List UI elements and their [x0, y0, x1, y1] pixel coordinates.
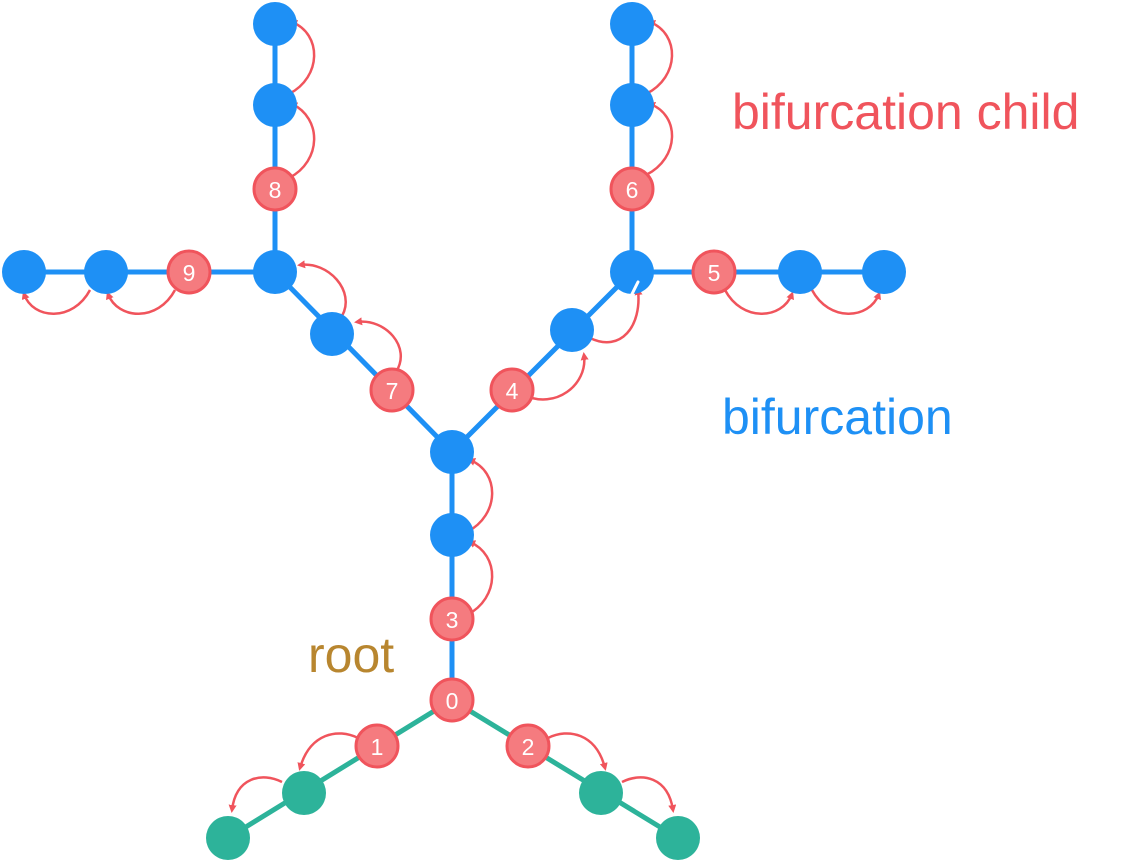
arrow-trunk-2 [466, 458, 494, 534]
node-right-horiz-mid [778, 250, 822, 294]
arrow-right-diag-2 [589, 287, 643, 344]
node-7-circle [369, 367, 415, 413]
arrow-lower-left-1 [297, 732, 359, 771]
node-6-label: 6 [626, 177, 639, 203]
bifurcation-label: bifurcation [722, 389, 953, 445]
node-1: 1 [354, 723, 400, 769]
edge-root-to-left-child [225, 697, 455, 841]
edge-root-to-right-child [449, 697, 681, 841]
node-6-circle [609, 166, 655, 212]
node-3-circle [429, 596, 475, 642]
node-lower-left-mid [282, 771, 326, 815]
node-0-label: 0 [446, 688, 459, 714]
arrow-right-horiz-2 [810, 289, 881, 315]
node-1-circle [354, 723, 400, 769]
arrow-lower-left-2 [228, 776, 283, 813]
node-2-circle [505, 723, 551, 769]
arrow-lower-right-1 [547, 732, 608, 771]
arrow-right-vert-1 [645, 101, 674, 177]
node-right-horiz-end [862, 250, 906, 294]
node-9: 9 [166, 249, 212, 295]
node-0: 0 [429, 677, 475, 723]
plain-nodes [2, 2, 906, 860]
node-trunk-mid [430, 513, 474, 557]
traversal-arrows [21, 20, 881, 813]
arrow-left-vert-1 [288, 102, 316, 180]
node-right-junction [610, 250, 654, 294]
arrow-left-horiz-1 [106, 289, 177, 315]
arrow-right-horiz-1 [723, 289, 794, 315]
node-4-circle [489, 367, 535, 413]
node-right-vert-mid [610, 83, 654, 127]
node-2: 2 [505, 723, 551, 769]
node-right-vert-top [610, 2, 654, 46]
node-7: 7 [369, 367, 415, 413]
node-5: 5 [691, 249, 737, 295]
node-8-label: 8 [269, 177, 282, 203]
node-6: 6 [609, 166, 655, 212]
node-3-label: 3 [446, 607, 459, 633]
node-1-label: 1 [371, 734, 384, 760]
node-3: 3 [429, 596, 475, 642]
tick-right-junction [628, 280, 640, 300]
arrow-right-vert-2 [645, 20, 674, 96]
node-left-diag-mid [310, 312, 354, 356]
tick-node-5 [714, 236, 720, 248]
arrow-left-diag-1 [354, 317, 403, 373]
node-left-horiz-end [2, 250, 46, 294]
node-5-circle [691, 249, 737, 295]
edges [21, 21, 887, 841]
node-bifurcation [430, 430, 474, 474]
arrow-lower-right-2 [621, 776, 677, 813]
edge-left-branch [272, 269, 455, 455]
node-left-vert-top [253, 2, 297, 46]
node-9-label: 9 [183, 260, 196, 286]
node-2-label: 2 [522, 734, 535, 760]
arrow-left-vert-2 [288, 20, 316, 96]
node-7-label: 7 [386, 378, 399, 404]
numbered-nodes: 0 1 2 3 4 5 6 7 [166, 166, 737, 769]
node-lower-right-mid [579, 771, 623, 815]
arrow-right-diag-1 [523, 352, 589, 401]
node-4: 4 [489, 367, 535, 413]
root-label: root [308, 627, 394, 683]
arrow-trunk-1 [466, 540, 494, 617]
node-8: 8 [252, 166, 298, 212]
node-5-label: 5 [708, 260, 721, 286]
node-4-label: 4 [506, 378, 519, 404]
arrow-left-horiz-2 [21, 289, 92, 315]
node-left-horiz-mid [84, 250, 128, 294]
node-0-circle [429, 677, 475, 723]
arrow-left-diag-2 [297, 260, 347, 317]
node-9-circle [166, 249, 212, 295]
node-left-vert-mid [253, 83, 297, 127]
node-left-junction [253, 250, 297, 294]
node-right-diag-mid [550, 308, 594, 352]
node-8-circle [252, 166, 298, 212]
node-lower-right-end [656, 816, 700, 860]
bifurcation-child-label: bifurcation child [732, 84, 1079, 140]
edge-right-branch [449, 269, 635, 455]
node-lower-left-end [206, 816, 250, 860]
